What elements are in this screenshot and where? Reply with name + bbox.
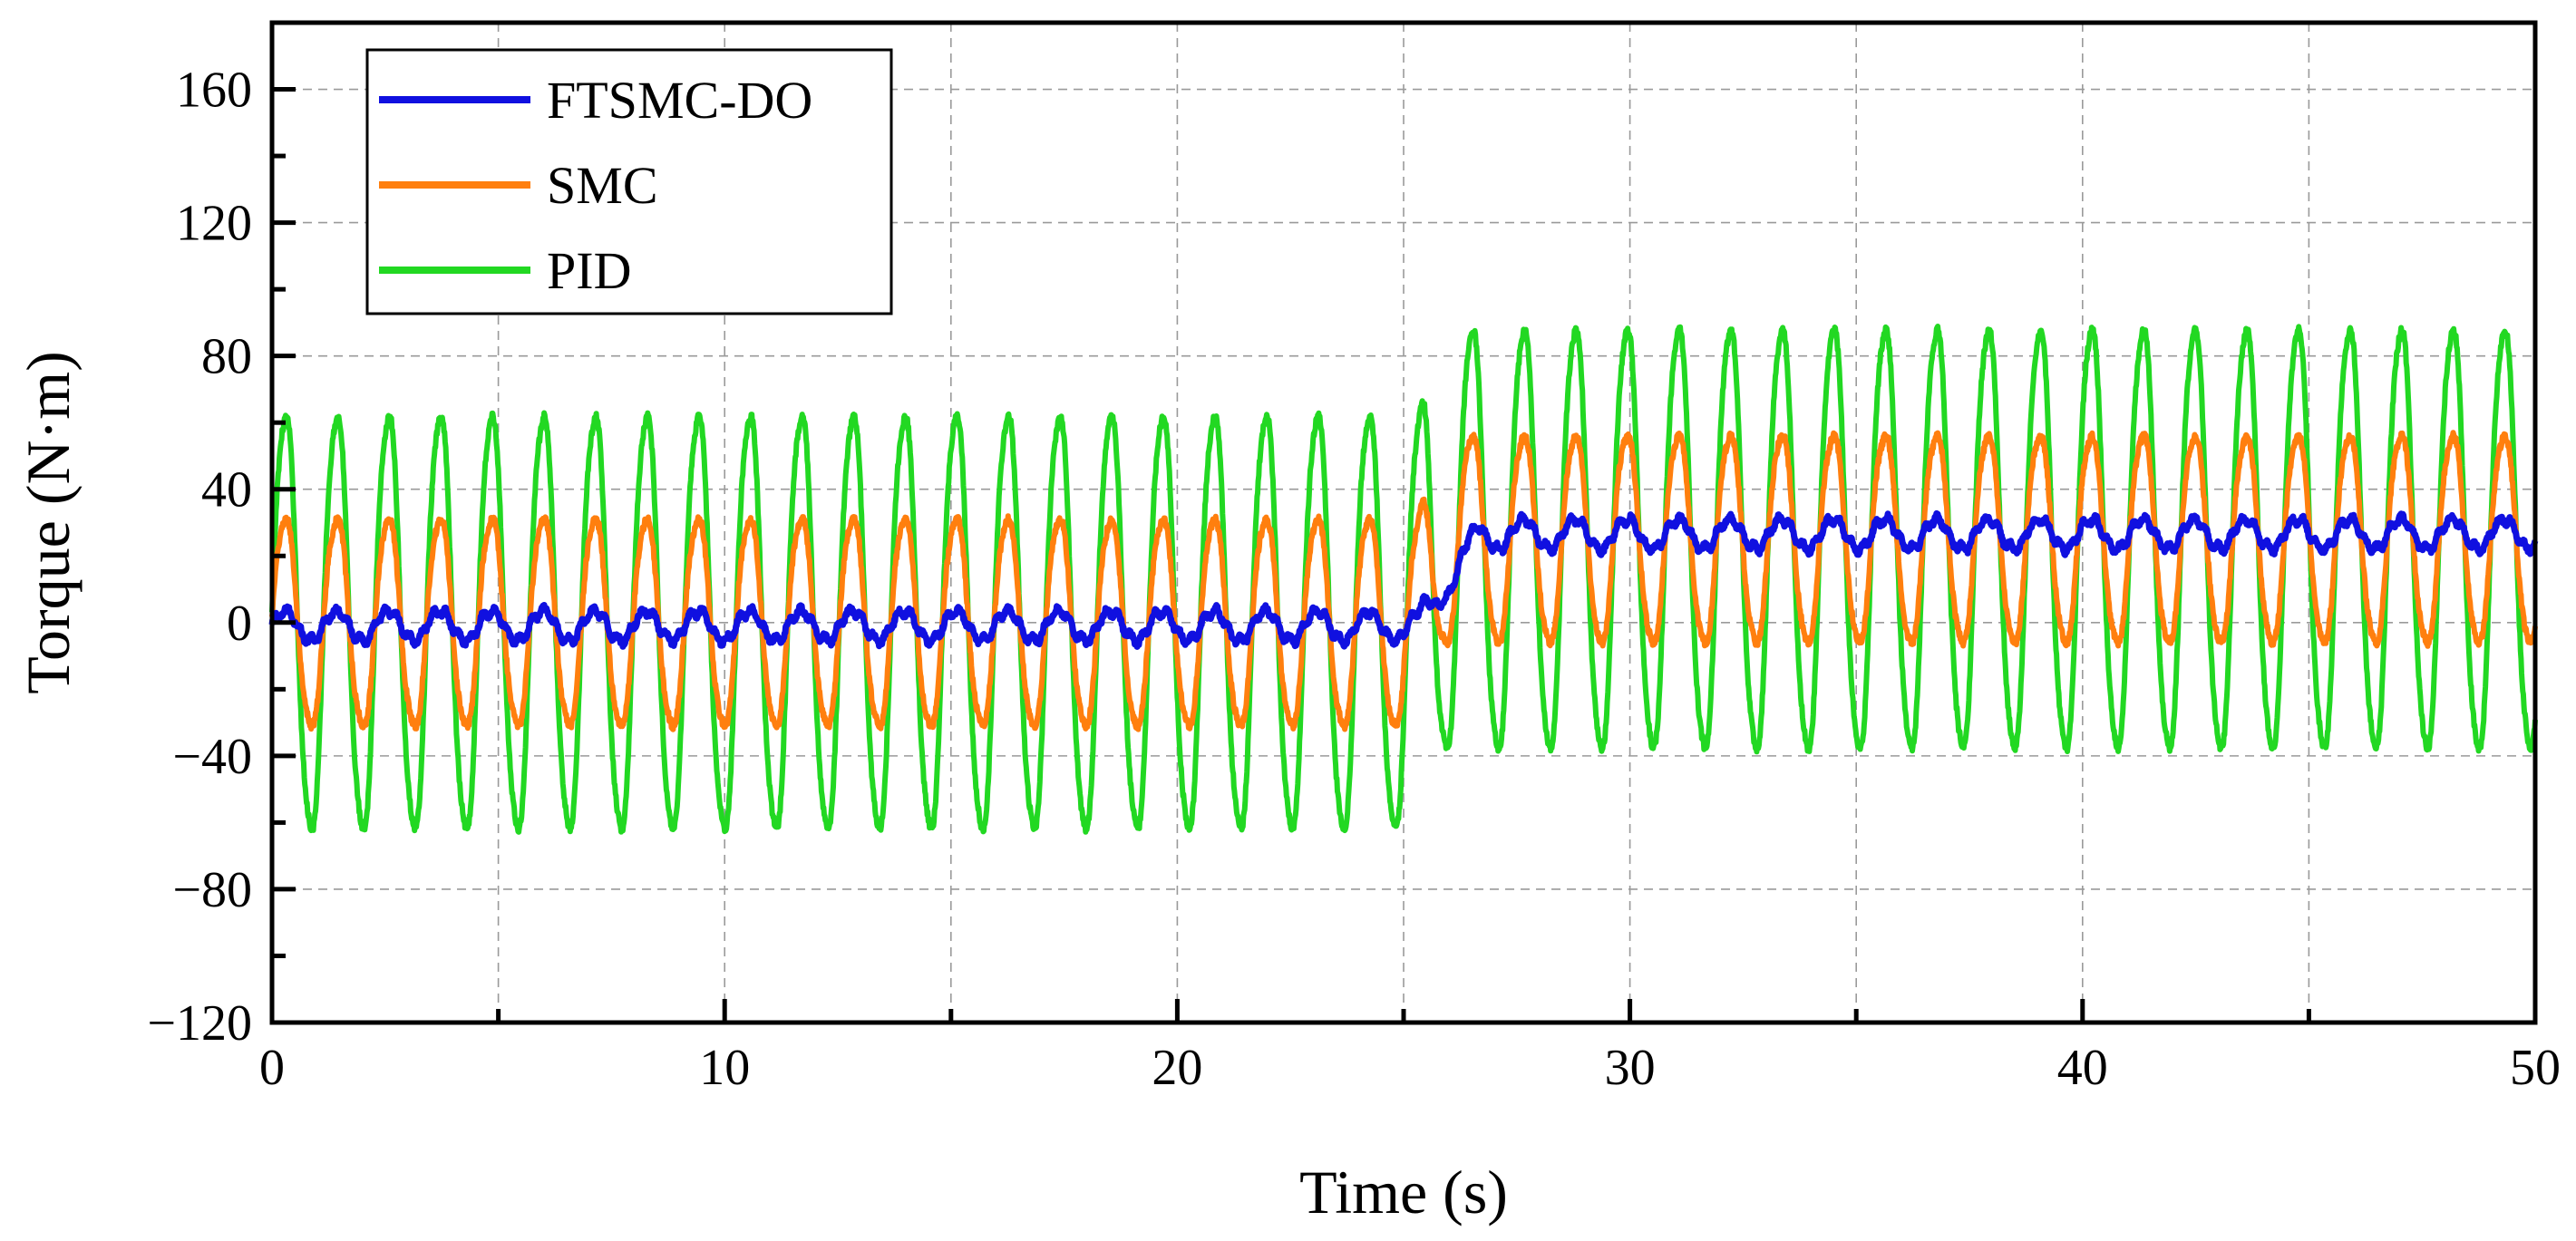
y-tick-label: 0 [227, 596, 252, 652]
y-tick-label: −80 [172, 862, 252, 918]
x-tick-label: 30 [1605, 1040, 1656, 1096]
x-tick-label: 20 [1152, 1040, 1202, 1096]
legend: FTSMC-DO SMC PID [365, 48, 893, 315]
x-tick-label: 40 [2057, 1040, 2108, 1096]
y-tick-label: 40 [201, 462, 252, 519]
series-line-ftsmc-do [268, 509, 2539, 650]
axis-ticks [269, 87, 2538, 1025]
tick-labels: 0 10 20 30 40 50 −120 −80 −40 0 40 80 120 160 [147, 63, 2561, 1096]
y-tick-label: 120 [176, 196, 252, 252]
legend-label-smc: SMC [547, 156, 658, 215]
y-axis-title: Torque (N·m) [14, 351, 83, 694]
y-tick-label: −40 [172, 729, 252, 785]
x-tick-label: 0 [259, 1040, 285, 1096]
legend-label-ftsmc-do: FTSMC-DO [547, 71, 812, 130]
y-tick-label: 160 [176, 63, 252, 119]
y-tick-label: −120 [147, 995, 252, 1052]
series-lines [268, 324, 2539, 835]
y-tick-label: 80 [201, 329, 252, 385]
x-tick-label: 10 [699, 1040, 750, 1096]
x-tick-label: 50 [2510, 1040, 2561, 1096]
x-axis-title: Time (s) [1299, 1158, 1508, 1226]
series-line-pid [269, 324, 2538, 835]
series-line-smc [269, 430, 2538, 732]
legend-label-pid: PID [547, 241, 631, 300]
